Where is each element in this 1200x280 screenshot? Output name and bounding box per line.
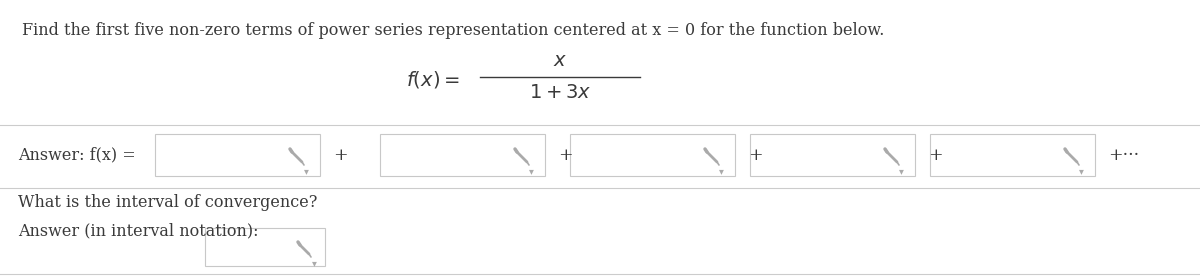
FancyBboxPatch shape — [155, 134, 320, 176]
Text: Answer: f(x) =: Answer: f(x) = — [18, 146, 136, 164]
Text: ▾: ▾ — [1079, 166, 1084, 176]
FancyBboxPatch shape — [380, 134, 545, 176]
Text: ▾: ▾ — [304, 166, 308, 176]
Text: +: + — [928, 146, 943, 164]
Text: Find the first five non-zero terms of power series representation centered at x : Find the first five non-zero terms of po… — [22, 22, 884, 39]
Text: +: + — [334, 146, 348, 164]
Text: $x$: $x$ — [553, 52, 568, 70]
Text: $1 + 3x$: $1 + 3x$ — [529, 84, 592, 102]
Text: ▾: ▾ — [719, 166, 724, 176]
Text: +···: +··· — [1108, 146, 1139, 164]
Text: ▾: ▾ — [528, 166, 534, 176]
FancyBboxPatch shape — [750, 134, 916, 176]
FancyBboxPatch shape — [570, 134, 734, 176]
Text: $f(x) =$: $f(x) =$ — [407, 69, 460, 90]
Text: What is the interval of convergence?: What is the interval of convergence? — [18, 194, 317, 211]
Text: +: + — [558, 146, 572, 164]
Text: ▾: ▾ — [312, 258, 317, 268]
FancyBboxPatch shape — [205, 228, 325, 266]
Text: Answer (in interval notation):: Answer (in interval notation): — [18, 222, 258, 239]
Text: ▾: ▾ — [899, 166, 904, 176]
FancyBboxPatch shape — [930, 134, 1096, 176]
Text: +: + — [748, 146, 763, 164]
